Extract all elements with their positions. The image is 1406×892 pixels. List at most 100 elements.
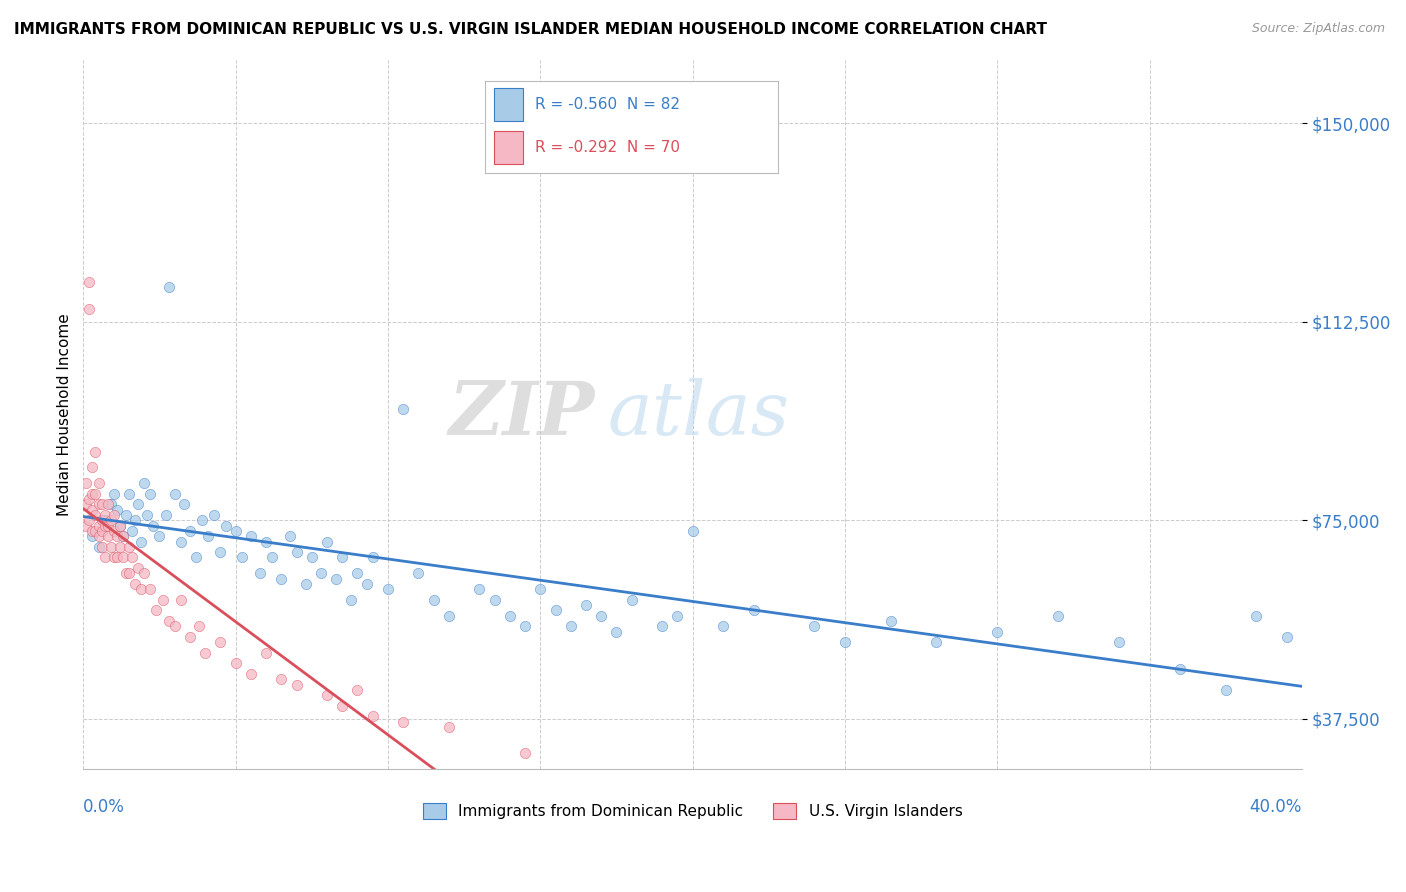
Point bbox=[84, 524, 107, 538]
Point bbox=[84, 444, 107, 458]
Y-axis label: Median Household Income: Median Household Income bbox=[58, 313, 72, 516]
Point bbox=[361, 709, 384, 723]
Point bbox=[108, 518, 131, 533]
Point bbox=[316, 688, 339, 702]
Point bbox=[184, 550, 207, 565]
Point bbox=[346, 566, 368, 581]
Point bbox=[118, 540, 141, 554]
Point bbox=[422, 592, 444, 607]
Point bbox=[301, 550, 323, 565]
Point bbox=[437, 720, 460, 734]
Point bbox=[152, 592, 174, 607]
Point bbox=[82, 524, 104, 538]
Point bbox=[361, 550, 384, 565]
Point bbox=[605, 624, 627, 639]
Point bbox=[179, 630, 201, 644]
Point bbox=[79, 301, 101, 316]
Point bbox=[129, 534, 152, 549]
Point bbox=[87, 518, 110, 533]
Point bbox=[93, 518, 115, 533]
Point bbox=[986, 624, 1008, 639]
Point bbox=[115, 508, 138, 522]
Point bbox=[129, 582, 152, 597]
Point bbox=[254, 534, 277, 549]
Point bbox=[163, 487, 186, 501]
Point bbox=[231, 550, 253, 565]
Point bbox=[254, 646, 277, 660]
Point bbox=[90, 524, 112, 538]
Point bbox=[330, 698, 353, 713]
Text: Source: ZipAtlas.com: Source: ZipAtlas.com bbox=[1251, 22, 1385, 36]
Point bbox=[108, 518, 131, 533]
Point bbox=[262, 550, 284, 565]
Point bbox=[879, 614, 901, 628]
Point bbox=[111, 529, 134, 543]
Point bbox=[392, 402, 415, 417]
Point bbox=[82, 460, 104, 475]
Point bbox=[1215, 682, 1237, 697]
Point bbox=[294, 577, 316, 591]
Point bbox=[87, 540, 110, 554]
Point bbox=[103, 487, 125, 501]
Point bbox=[468, 582, 491, 597]
Point bbox=[127, 498, 149, 512]
Point bbox=[148, 529, 170, 543]
Point bbox=[155, 508, 177, 522]
Point bbox=[82, 487, 104, 501]
Point bbox=[437, 608, 460, 623]
Point bbox=[194, 646, 217, 660]
Point bbox=[209, 545, 232, 559]
Point bbox=[330, 550, 353, 565]
Legend: Immigrants from Dominican Republic, U.S. Virgin Islanders: Immigrants from Dominican Republic, U.S.… bbox=[416, 797, 969, 825]
Point bbox=[82, 503, 104, 517]
Point bbox=[124, 513, 146, 527]
Point bbox=[157, 614, 180, 628]
Point bbox=[803, 619, 825, 633]
Point bbox=[591, 608, 613, 623]
Point bbox=[100, 540, 122, 554]
Point bbox=[90, 540, 112, 554]
Point bbox=[127, 561, 149, 575]
Point bbox=[124, 577, 146, 591]
Point bbox=[139, 487, 162, 501]
Point bbox=[79, 492, 101, 507]
Point bbox=[121, 524, 143, 538]
Point bbox=[79, 275, 101, 289]
Point bbox=[1047, 608, 1070, 623]
Point bbox=[682, 524, 704, 538]
Point bbox=[285, 545, 308, 559]
Point bbox=[90, 513, 112, 527]
Point bbox=[225, 657, 247, 671]
Point bbox=[742, 603, 765, 617]
Point bbox=[121, 550, 143, 565]
Point bbox=[105, 550, 128, 565]
Point bbox=[1275, 630, 1298, 644]
Point bbox=[115, 566, 138, 581]
Point bbox=[103, 550, 125, 565]
Text: 40.0%: 40.0% bbox=[1250, 797, 1302, 816]
Point bbox=[103, 508, 125, 522]
Point bbox=[87, 529, 110, 543]
Point bbox=[270, 572, 292, 586]
Point bbox=[513, 619, 536, 633]
Point bbox=[134, 476, 156, 491]
Point bbox=[139, 582, 162, 597]
Text: 0.0%: 0.0% bbox=[83, 797, 125, 816]
Point bbox=[280, 529, 302, 543]
Point bbox=[105, 529, 128, 543]
Point bbox=[118, 566, 141, 581]
Point bbox=[173, 498, 195, 512]
Point bbox=[103, 524, 125, 538]
Point bbox=[651, 619, 673, 633]
Text: IMMIGRANTS FROM DOMINICAN REPUBLIC VS U.S. VIRGIN ISLANDER MEDIAN HOUSEHOLD INCO: IMMIGRANTS FROM DOMINICAN REPUBLIC VS U.… bbox=[14, 22, 1047, 37]
Point bbox=[513, 747, 536, 761]
Point bbox=[309, 566, 332, 581]
Point bbox=[97, 498, 120, 512]
Point bbox=[1108, 635, 1130, 649]
Point bbox=[560, 619, 582, 633]
Point bbox=[239, 667, 262, 681]
Point bbox=[225, 524, 247, 538]
Point bbox=[97, 529, 120, 543]
Point bbox=[325, 572, 347, 586]
Point bbox=[499, 608, 522, 623]
